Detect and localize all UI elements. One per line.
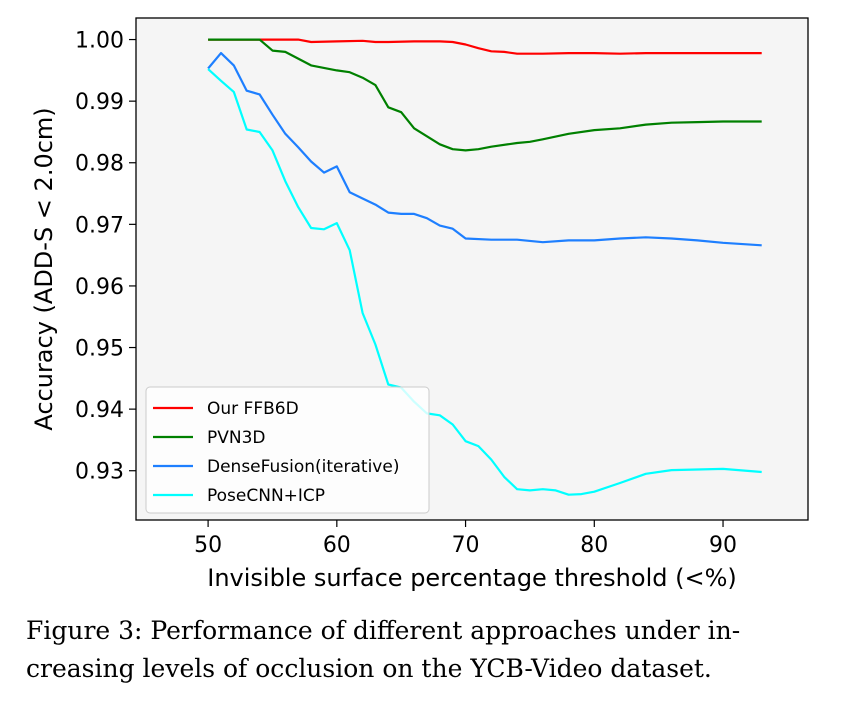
- series-line-posecnn-icp: [207, 68, 762, 496]
- series-line-pvn3d: [208, 38, 762, 152]
- caption-line-1: Figure 3: Performance of different appro…: [26, 616, 741, 645]
- x-tick-label: 60: [323, 533, 351, 558]
- y-tick-label: 0.95: [75, 337, 124, 362]
- y-axis-label: Accuracy (ADD-S < 2.0cm): [30, 107, 58, 430]
- legend-label-posecnn-icp: PoseCNN+ICP: [207, 486, 325, 506]
- series-lines: [207, 38, 762, 496]
- y-tick-label: 0.99: [75, 90, 124, 115]
- y-tick-label: 0.93: [75, 460, 124, 485]
- y-tick-label: 1.00: [75, 29, 124, 54]
- legend-label-densefusion-iterative: DenseFusion(iterative): [207, 457, 399, 477]
- x-tick-label: 70: [452, 533, 480, 558]
- caption-line-2: creasing levels of occlusion on the YCB-…: [26, 654, 712, 683]
- x-axis-label: Invisible surface percentage threshold (…: [207, 564, 737, 592]
- y-tick-label: 0.98: [75, 152, 124, 177]
- x-axis-ticks: 50 60 70 80 90: [194, 520, 737, 558]
- x-tick-label: 80: [580, 533, 608, 558]
- series-line-densefusion-iterative: [207, 51, 762, 247]
- legend-box: [145, 386, 430, 514]
- y-tick-label: 0.97: [75, 213, 124, 238]
- x-tick-label: 90: [709, 533, 737, 558]
- x-tick-label: 50: [194, 533, 222, 558]
- line-chart: 50 60 70 80 90 0.93 0.94 0.95 0.96 0.97 0.98 0.99 1…: [30, 17, 809, 592]
- series-line-our-ffb6d: [208, 38, 762, 55]
- legend: Our FFB6D PVN3D DenseFusion(iterative) Pose…: [145, 386, 430, 514]
- y-axis-ticks: 0.93 0.94 0.95 0.96 0.97 0.98 0.99 1.00: [75, 29, 136, 485]
- y-tick-label: 0.96: [75, 275, 124, 300]
- legend-label-pvn3d: PVN3D: [207, 428, 266, 448]
- legend-label-our-ffb6d: Our FFB6D: [207, 399, 299, 419]
- y-tick-label: 0.94: [75, 398, 124, 423]
- figure-caption: Figure 3: Performance of different appro…: [26, 612, 826, 688]
